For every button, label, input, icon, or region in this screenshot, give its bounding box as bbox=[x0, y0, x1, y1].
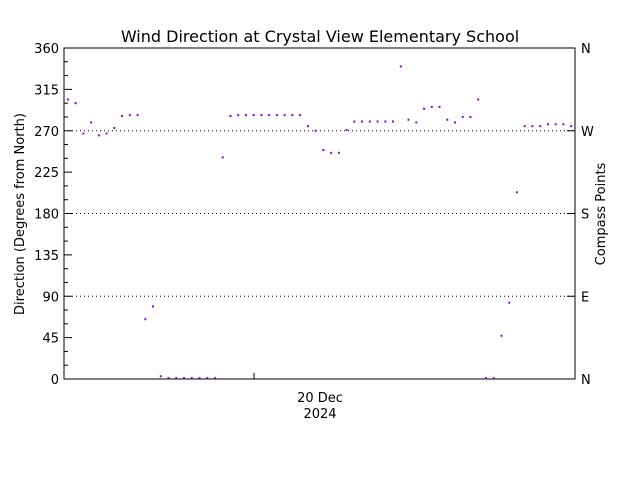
data-point bbox=[213, 377, 216, 380]
reference-lines bbox=[64, 130, 575, 297]
y-tick-label: 135 bbox=[34, 249, 59, 264]
data-point bbox=[113, 126, 116, 129]
data-point bbox=[407, 118, 410, 121]
data-point bbox=[484, 377, 487, 380]
y-axis-compass: N E S W N bbox=[567, 42, 594, 388]
chart-title: Wind Direction at Crystal View Elementar… bbox=[121, 27, 519, 46]
data-point bbox=[314, 129, 317, 132]
data-point bbox=[415, 121, 418, 124]
data-point bbox=[291, 114, 294, 117]
data-point bbox=[446, 118, 449, 121]
data-point bbox=[306, 125, 309, 128]
data-point bbox=[152, 305, 155, 308]
data-point bbox=[121, 115, 124, 118]
data-points bbox=[66, 65, 573, 380]
data-point bbox=[376, 120, 379, 123]
data-point bbox=[237, 114, 240, 117]
data-point bbox=[299, 114, 302, 117]
data-point bbox=[430, 105, 433, 108]
data-point bbox=[523, 125, 526, 128]
data-point bbox=[438, 105, 441, 108]
compass-tick-label: N bbox=[581, 373, 591, 388]
data-point bbox=[384, 120, 387, 123]
data-point bbox=[492, 377, 495, 380]
data-point bbox=[82, 132, 85, 135]
data-point bbox=[515, 191, 518, 194]
y-tick-label: 270 bbox=[34, 125, 59, 140]
data-point bbox=[159, 375, 162, 378]
data-point bbox=[461, 115, 464, 118]
data-point bbox=[399, 65, 402, 68]
compass-tick-label: S bbox=[581, 208, 589, 223]
y-tick-label: 0 bbox=[51, 373, 59, 388]
data-point bbox=[539, 125, 542, 128]
data-point bbox=[206, 377, 209, 380]
y-axis-left: 0 45 90 135 180 225 270 315 360 bbox=[34, 42, 72, 388]
data-point bbox=[337, 151, 340, 154]
y-axis-label: Direction (Degrees from North) bbox=[13, 113, 28, 315]
compass-tick-label: N bbox=[581, 42, 591, 57]
data-point bbox=[322, 149, 325, 152]
data-point bbox=[128, 114, 131, 117]
compass-tick-label: E bbox=[581, 290, 589, 305]
data-point bbox=[453, 121, 456, 124]
data-point bbox=[423, 107, 426, 110]
data-point bbox=[554, 123, 557, 126]
data-point bbox=[136, 114, 139, 117]
data-point bbox=[353, 120, 356, 123]
data-point bbox=[183, 377, 186, 380]
data-point bbox=[283, 114, 286, 117]
data-point bbox=[500, 334, 503, 337]
data-point bbox=[260, 114, 263, 117]
data-point bbox=[175, 377, 178, 380]
y-tick-label: 90 bbox=[42, 290, 59, 305]
data-point bbox=[477, 98, 480, 101]
x-tick-label-date: 20 Dec bbox=[297, 391, 343, 406]
data-point bbox=[275, 114, 278, 117]
data-point bbox=[97, 134, 100, 137]
data-point bbox=[469, 115, 472, 118]
compass-tick-label: W bbox=[581, 125, 594, 140]
data-point bbox=[90, 121, 93, 124]
data-point bbox=[392, 120, 395, 123]
data-point bbox=[244, 114, 247, 117]
data-point bbox=[74, 102, 77, 105]
data-point bbox=[190, 377, 193, 380]
data-point bbox=[252, 114, 255, 117]
data-point bbox=[330, 151, 333, 154]
data-point bbox=[531, 125, 534, 128]
x-axis: 20 Dec 2024 bbox=[253, 373, 343, 422]
data-point bbox=[508, 301, 511, 304]
data-point bbox=[570, 125, 573, 128]
data-point bbox=[562, 123, 565, 126]
y-tick-label: 180 bbox=[34, 208, 59, 223]
y-tick-label: 315 bbox=[34, 83, 59, 98]
data-point bbox=[198, 377, 201, 380]
data-point bbox=[144, 318, 147, 321]
y-axis-label-right: Compass Points bbox=[594, 162, 609, 265]
y-tick-label: 45 bbox=[42, 332, 59, 347]
data-point bbox=[66, 98, 69, 101]
data-point bbox=[167, 377, 170, 380]
y-tick-label: 225 bbox=[34, 166, 59, 181]
data-point bbox=[368, 120, 371, 123]
x-tick-label-year: 2024 bbox=[303, 407, 336, 422]
data-point bbox=[268, 114, 271, 117]
data-point bbox=[105, 132, 108, 135]
data-point bbox=[221, 156, 224, 159]
y-tick-label: 360 bbox=[34, 42, 59, 57]
data-point bbox=[229, 115, 232, 118]
data-point bbox=[345, 128, 348, 131]
data-point bbox=[546, 123, 549, 126]
data-point bbox=[361, 120, 364, 123]
